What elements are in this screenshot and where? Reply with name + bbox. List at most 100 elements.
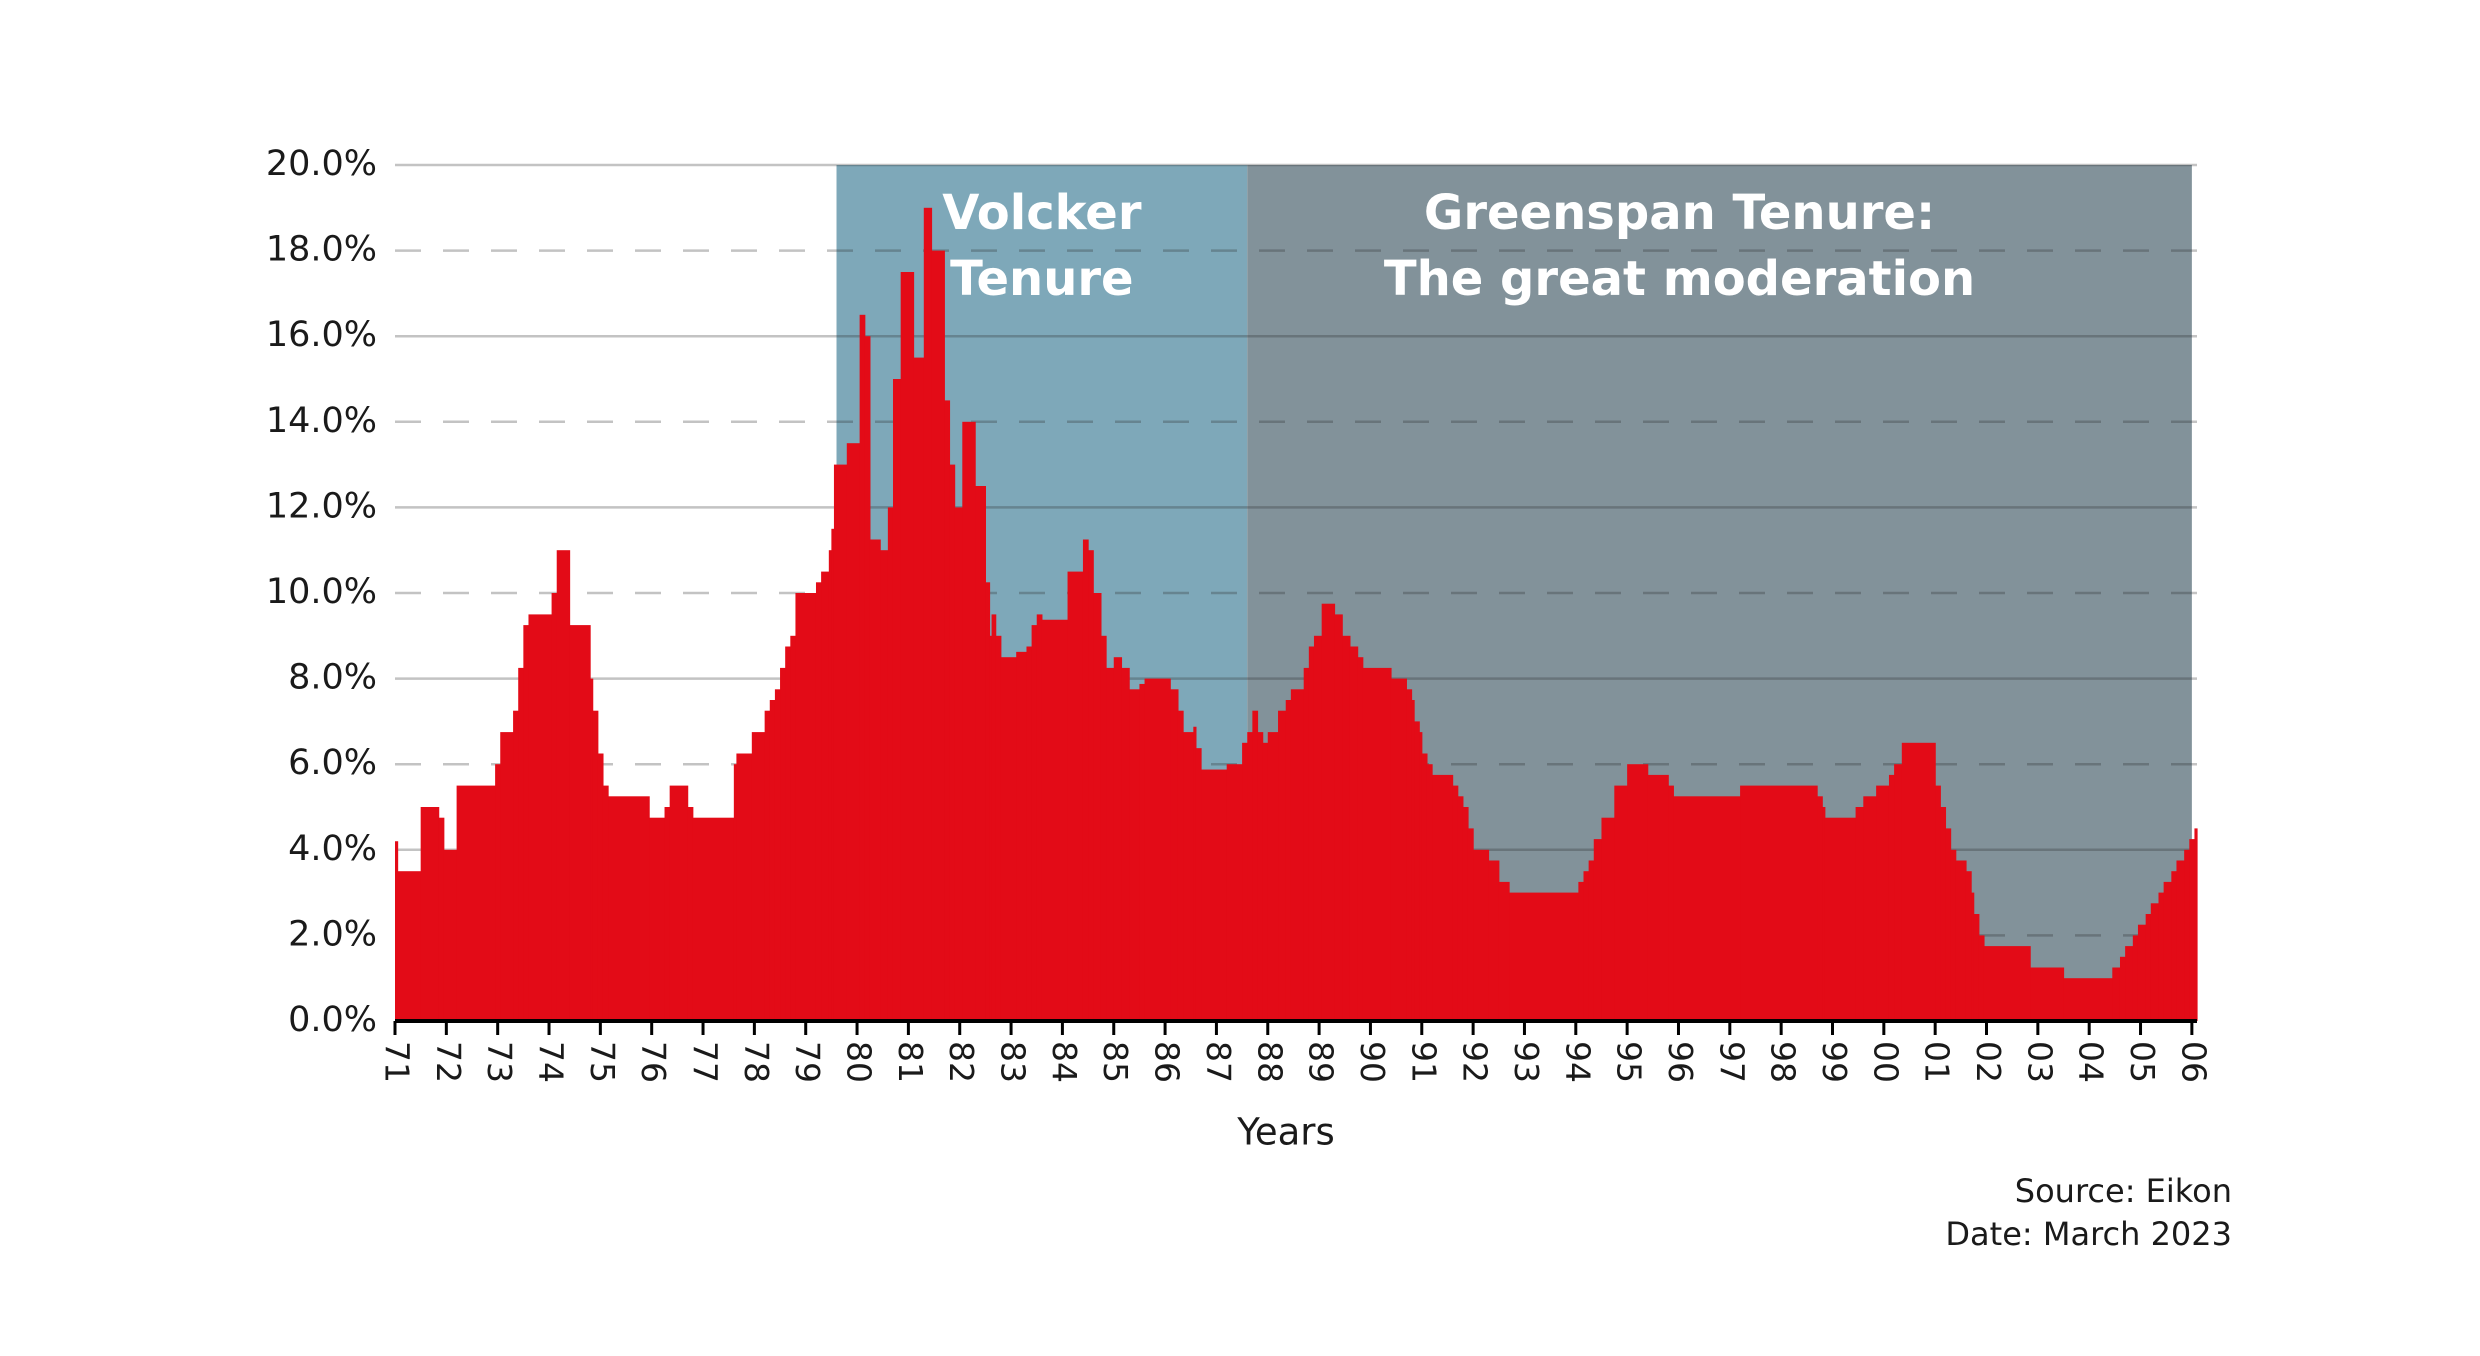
rate-step: [2145, 914, 2152, 1021]
rate-step: [1583, 871, 1590, 1021]
rate-step: [1888, 774, 1895, 1021]
x-tick-label: 06: [2174, 1041, 2213, 1083]
x-tick-label: 81: [891, 1041, 930, 1083]
rate-step: [1041, 619, 1069, 1021]
rate-step: [1601, 817, 1615, 1021]
rate-step: [1201, 769, 1228, 1021]
rate-step: [975, 486, 986, 1021]
rate-step: [954, 507, 963, 1021]
rate-step: [1016, 651, 1028, 1021]
rate-step: [1509, 892, 1579, 1021]
x-tick-label: 98: [1764, 1041, 1803, 1083]
x-tick-label: 04: [2072, 1041, 2111, 1083]
rate-step: [1432, 774, 1454, 1021]
rate-step: [1267, 732, 1279, 1021]
y-tick-label: 0.0%: [288, 1000, 377, 1040]
y-tick-label: 20.0%: [266, 144, 377, 184]
rate-step: [2137, 924, 2147, 1021]
source-note: Date: March 2023: [1945, 1215, 2232, 1253]
x-tick-label: 88: [1250, 1041, 1289, 1083]
rate-step: [1419, 732, 1423, 1021]
rate-step: [733, 764, 738, 1021]
rate-step: [395, 841, 399, 1021]
rate-step: [833, 464, 848, 1022]
x-tick-label: 89: [1302, 1041, 1341, 1083]
rate-step: [795, 593, 817, 1021]
rate-step: [397, 871, 422, 1021]
x-tick-label: 78: [737, 1041, 776, 1083]
rate-step: [1578, 881, 1585, 1021]
rate-step: [880, 550, 889, 1021]
rate-step: [1252, 710, 1259, 1021]
rate-step: [1257, 732, 1264, 1021]
rate-step: [556, 550, 571, 1021]
rate-step: [815, 582, 822, 1021]
rate-step: [1247, 732, 1253, 1021]
rate-step: [2125, 946, 2134, 1021]
rate-step: [1614, 785, 1628, 1021]
rate-step: [1473, 849, 1490, 1021]
x-tick-label: 03: [2020, 1041, 2059, 1083]
rate-step: [962, 421, 976, 1021]
y-tick-label: 2.0%: [288, 914, 377, 954]
y-tick-label: 14.0%: [266, 401, 377, 441]
rate-step: [1627, 764, 1649, 1021]
rate-step: [1170, 689, 1179, 1021]
x-tick-label: 87: [1199, 1041, 1238, 1083]
rate-step: [1414, 721, 1420, 1021]
rate-step: [989, 635, 993, 1021]
rate-step: [1950, 849, 1957, 1021]
rate-step: [569, 625, 591, 1021]
rate-step: [913, 357, 925, 1022]
y-tick-label: 12.0%: [266, 486, 377, 526]
rate-step: [900, 272, 915, 1021]
rate-step: [995, 635, 1002, 1021]
rate-step: [1183, 732, 1194, 1021]
rate-step: [1467, 828, 1474, 1021]
rate-step: [438, 817, 445, 1021]
rate-step: [1088, 550, 1094, 1021]
rate-step: [751, 732, 766, 1021]
rate-step: [1824, 817, 1857, 1021]
label-layer: Volcker Tenure Greenspan Tenure: The great …: [266, 144, 2232, 1253]
rate-step: [1817, 796, 1823, 1021]
x-tick-label: 99: [1815, 1041, 1854, 1083]
rate-step: [887, 507, 894, 1021]
rate-step: [590, 678, 594, 1021]
x-tick-label: 74: [532, 1041, 571, 1083]
rate-step: [923, 207, 933, 1022]
x-tick-label: 97: [1712, 1041, 1751, 1083]
rate-step: [1082, 539, 1089, 1021]
rate-step: [1321, 603, 1336, 1021]
rate-step: [991, 614, 997, 1021]
rate-step: [2150, 903, 2160, 1021]
rate-step: [1139, 683, 1146, 1021]
x-tick-label: 76: [634, 1041, 673, 1083]
rate-step: [780, 667, 786, 1021]
region-label: Tenure: [950, 251, 1134, 307]
rate-step: [2158, 892, 2165, 1021]
rate-step: [1129, 689, 1141, 1021]
rate-step: [1113, 657, 1123, 1021]
rate-step: [1457, 796, 1464, 1021]
rate-step: [864, 336, 871, 1021]
rate-step: [1673, 796, 1741, 1021]
rate-step: [736, 753, 753, 1021]
rate-step: [1973, 914, 1980, 1021]
rate-step: [1177, 710, 1184, 1021]
rate-step: [1106, 667, 1115, 1021]
rate-step: [944, 400, 951, 1021]
rate-step: [2189, 839, 2196, 1021]
x-tick-label: 96: [1661, 1041, 1700, 1083]
x-axis-title: Years: [1236, 1111, 1335, 1154]
rate-step: [1822, 807, 1826, 1021]
rate-step: [495, 764, 501, 1021]
rate-step: [1334, 614, 1343, 1021]
rate-step: [1242, 742, 1248, 1021]
x-tick-label: 77: [686, 1041, 725, 1083]
rate-step: [1647, 774, 1669, 1021]
rate-step: [1488, 860, 1500, 1021]
x-tick-label: 80: [840, 1041, 879, 1083]
rate-step: [1031, 625, 1038, 1021]
rate-step: [2063, 978, 2113, 1021]
